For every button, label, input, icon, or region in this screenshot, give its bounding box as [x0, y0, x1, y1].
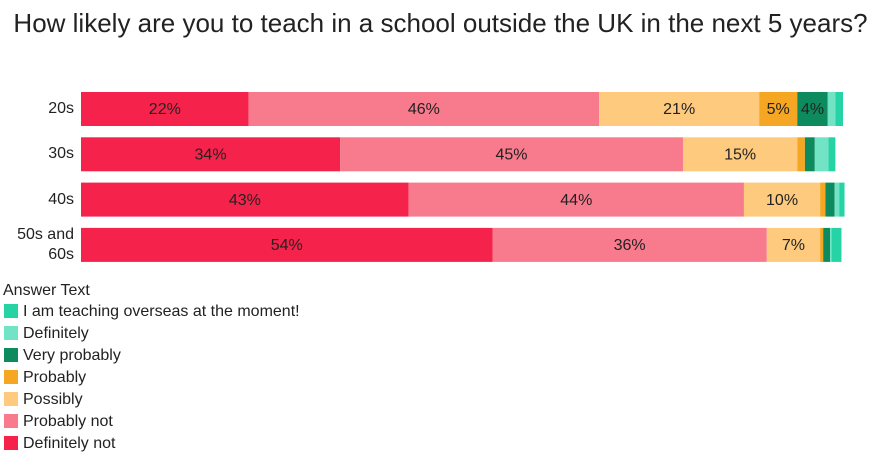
data-label: 5%	[767, 101, 790, 118]
legend-label: Very probably	[23, 347, 121, 364]
bar-segment	[835, 92, 843, 126]
bar-segment	[340, 137, 683, 172]
data-label: 21%	[663, 101, 695, 118]
bar-segment	[820, 227, 824, 262]
bar-segment	[599, 92, 760, 126]
bar-segment	[81, 227, 493, 262]
bar-segment	[766, 227, 821, 262]
y-tick-label: 40s	[48, 190, 74, 208]
legend-swatch	[4, 414, 18, 428]
bar-segment	[248, 92, 600, 126]
bar-segment	[825, 182, 835, 217]
bar-segment	[797, 92, 828, 126]
legend-label: Probably	[23, 369, 86, 386]
bar-segment	[759, 92, 798, 126]
data-label: 44%	[560, 192, 592, 209]
bar-segment	[797, 137, 805, 172]
data-label: 22%	[149, 101, 181, 118]
data-label: 45%	[496, 147, 528, 164]
bar-segment	[827, 92, 836, 126]
bar-segment	[820, 182, 826, 217]
data-label: 34%	[195, 147, 227, 164]
bar-segment	[828, 137, 836, 172]
data-label: 36%	[614, 237, 646, 254]
legend-swatch	[4, 348, 18, 362]
bar-segment	[839, 182, 845, 217]
bar-segment	[81, 137, 341, 172]
y-tick-label: 20s	[48, 100, 74, 117]
bar-segment	[682, 137, 798, 172]
legend-label: Possibly	[23, 391, 83, 408]
bar-segment	[831, 227, 842, 262]
legend-swatch	[4, 326, 18, 340]
bar-segment	[804, 137, 815, 172]
legend-swatch	[4, 436, 18, 450]
data-label: 46%	[408, 101, 440, 118]
bar-segment	[743, 182, 821, 217]
legend-label: Probably not	[23, 413, 113, 430]
data-label: 15%	[724, 147, 756, 164]
bar-segment	[823, 227, 831, 262]
bar-segment	[492, 227, 767, 262]
bar-segment	[834, 182, 840, 217]
data-label: 43%	[229, 192, 261, 209]
data-label: 4%	[801, 101, 824, 118]
bar-segment	[814, 137, 829, 172]
legend-swatch	[4, 370, 18, 384]
legend-swatch	[4, 392, 18, 406]
data-label: 10%	[766, 192, 798, 209]
legend-label: I am teaching overseas at the moment!	[23, 303, 300, 320]
legend-label: Definitely not	[23, 435, 116, 452]
bar-segment	[81, 92, 249, 126]
data-label: 7%	[782, 237, 805, 254]
legend-title: Answer Text	[3, 282, 90, 299]
legend-label: Definitely	[23, 325, 89, 342]
bar-segment	[408, 182, 744, 217]
legend-swatch	[4, 304, 18, 318]
chart-title: How likely are you to teach in a school …	[13, 8, 868, 38]
bar-segment	[830, 227, 832, 262]
bar-segment	[81, 182, 409, 217]
data-label: 54%	[271, 237, 303, 254]
y-tick-label: 30s	[48, 145, 74, 163]
y-tick-label: 50s and 60s	[17, 225, 74, 263]
